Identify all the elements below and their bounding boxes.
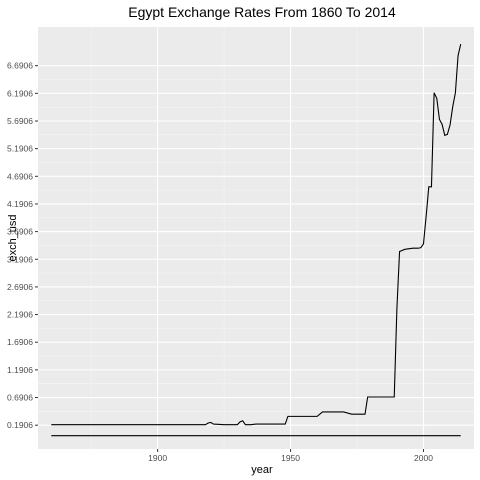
y-tick-label: 1.6906 [7, 337, 33, 347]
y-tick-label: 1.1906 [7, 365, 33, 375]
y-tick-label: 0.6906 [7, 393, 33, 403]
y-axis: 0.1906 0.6906 1.1906 1.6906 2.1906 2.6906 3.19… [7, 61, 38, 430]
y-tick-label: 3.1906 [7, 254, 33, 264]
plot-panel [38, 27, 474, 449]
y-tick-label: 3.6906 [7, 227, 33, 237]
x-tick-label: 1950 [281, 453, 300, 463]
y-tick-label: 6.6906 [7, 61, 33, 71]
y-tick-label: 4.1906 [7, 199, 33, 209]
y-axis-title: exch_usd [7, 214, 19, 261]
y-tick-label: 4.6906 [7, 171, 33, 181]
y-tick-label: 0.1906 [7, 420, 33, 430]
x-axis: 1900 1950 2000 [148, 449, 433, 463]
major-gridlines [38, 27, 474, 449]
series-line-1 [51, 44, 462, 426]
x-tick-label: 2000 [414, 453, 433, 463]
series-lines [51, 44, 462, 437]
chart-title: Egypt Exchange Rates From 1860 To 2014 [128, 4, 396, 20]
x-axis-title: year [251, 464, 273, 476]
y-tick-label: 5.1906 [7, 144, 33, 154]
minor-gridlines [38, 27, 474, 449]
y-tick-label: 2.1906 [7, 310, 33, 320]
y-tick-label: 5.6906 [7, 116, 33, 126]
y-tick-label: 6.1906 [7, 88, 33, 98]
x-tick-label: 1900 [148, 453, 167, 463]
y-tick-label: 2.6906 [7, 282, 33, 292]
